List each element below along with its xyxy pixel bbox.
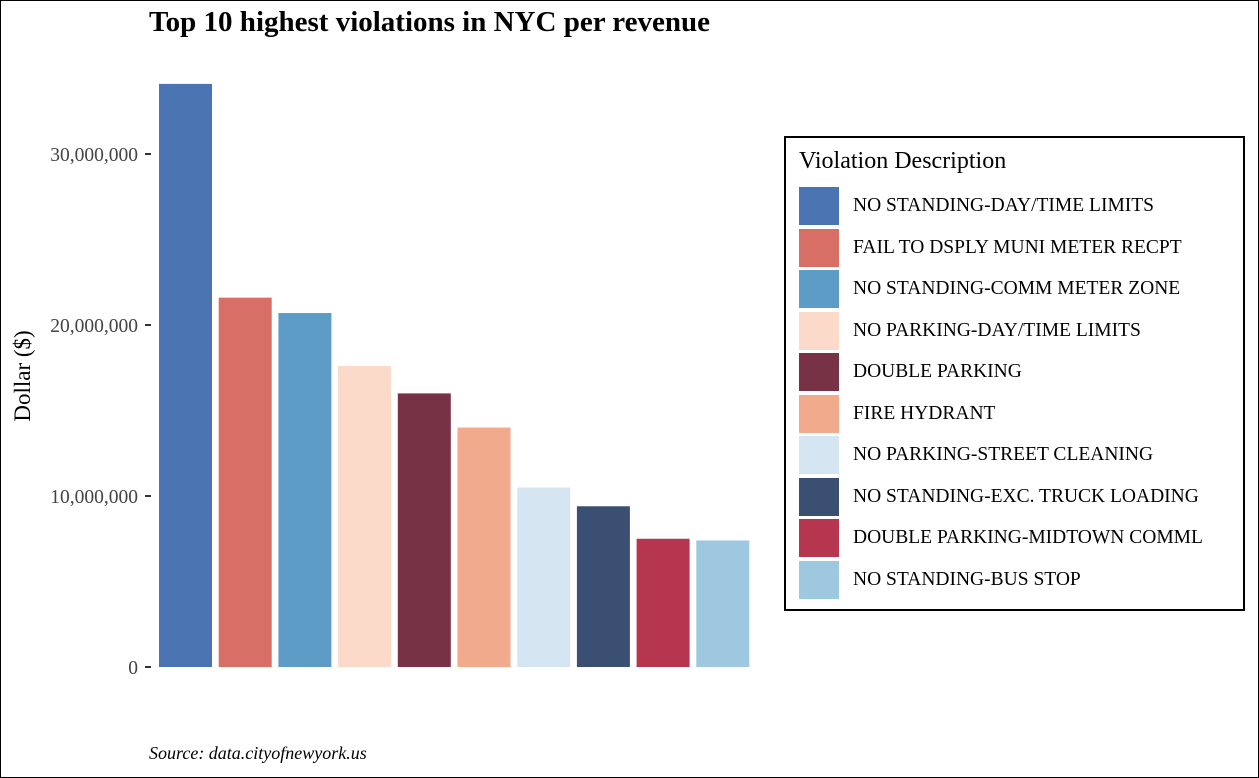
legend-label: FIRE HYDRANT bbox=[853, 402, 996, 424]
bars bbox=[159, 83, 750, 667]
bar bbox=[397, 393, 451, 667]
legend: Violation Description NO STANDING-DAY/TI… bbox=[784, 136, 1245, 611]
legend-item: NO STANDING-COMM METER ZONE bbox=[799, 270, 1180, 308]
legend-swatch bbox=[799, 187, 839, 225]
legend-swatch bbox=[799, 477, 839, 516]
bar bbox=[338, 366, 392, 667]
chart-title: Top 10 highest violations in NYC per rev… bbox=[149, 6, 711, 38]
legend-item: NO STANDING-DAY/TIME LIMITS bbox=[799, 187, 1154, 225]
legend-item: FAIL TO DSPLY MUNI METER RECPT bbox=[799, 228, 1182, 267]
bar bbox=[457, 427, 511, 667]
legend-label: DOUBLE PARKING bbox=[853, 361, 1022, 382]
legend-swatch bbox=[799, 270, 839, 308]
legend-swatch bbox=[799, 228, 839, 267]
legend-swatch bbox=[799, 311, 839, 350]
legend-item: DOUBLE PARKING-MIDTOWN COMML bbox=[799, 519, 1203, 557]
y-tick-label: 10,000,000 bbox=[50, 487, 138, 508]
legend-label: DOUBLE PARKING-MIDTOWN COMML bbox=[853, 527, 1203, 548]
y-tick-label: 0 bbox=[128, 658, 138, 679]
legend-item: DOUBLE PARKING bbox=[799, 353, 1022, 391]
legend-item: FIRE HYDRANT bbox=[799, 394, 996, 433]
y-axis-label: Dollar ($) bbox=[10, 330, 35, 421]
bar bbox=[218, 297, 272, 667]
legend-swatch bbox=[799, 436, 839, 474]
legend-swatch bbox=[799, 394, 839, 433]
bar bbox=[696, 540, 750, 667]
legend-label: NO PARKING-DAY/TIME LIMITS bbox=[853, 319, 1141, 341]
bar bbox=[636, 538, 690, 667]
legend-item: NO PARKING-STREET CLEANING bbox=[799, 436, 1153, 474]
legend-title: Violation Description bbox=[799, 148, 1007, 174]
legend-label: NO STANDING-EXC. TRUCK LOADING bbox=[853, 485, 1199, 507]
legend-swatch bbox=[799, 560, 839, 599]
bar bbox=[278, 313, 332, 667]
bar bbox=[517, 487, 571, 667]
legend-label: NO STANDING-BUS STOP bbox=[853, 568, 1081, 590]
source-caption: Source: data.cityofnewyork.us bbox=[149, 743, 367, 763]
y-axis: 0 10,000,000 20,000,000 30,000,000 bbox=[50, 145, 151, 679]
legend-label: FAIL TO DSPLY MUNI METER RECPT bbox=[853, 236, 1182, 258]
legend-item: NO STANDING-BUS STOP bbox=[799, 560, 1081, 599]
bar bbox=[159, 83, 212, 667]
legend-label: NO STANDING-COMM METER ZONE bbox=[853, 278, 1181, 299]
legend-swatch bbox=[799, 353, 839, 391]
legend-label: NO STANDING-DAY/TIME LIMITS bbox=[853, 195, 1155, 216]
legend-item: NO STANDING-EXC. TRUCK LOADING bbox=[799, 477, 1199, 516]
y-tick-label: 30,000,000 bbox=[50, 145, 138, 166]
y-tick-label: 20,000,000 bbox=[50, 316, 138, 337]
legend-label: NO PARKING-STREET CLEANING bbox=[853, 444, 1154, 465]
bar bbox=[576, 506, 630, 667]
legend-swatch bbox=[799, 519, 839, 557]
legend-item: NO PARKING-DAY/TIME LIMITS bbox=[799, 311, 1141, 350]
